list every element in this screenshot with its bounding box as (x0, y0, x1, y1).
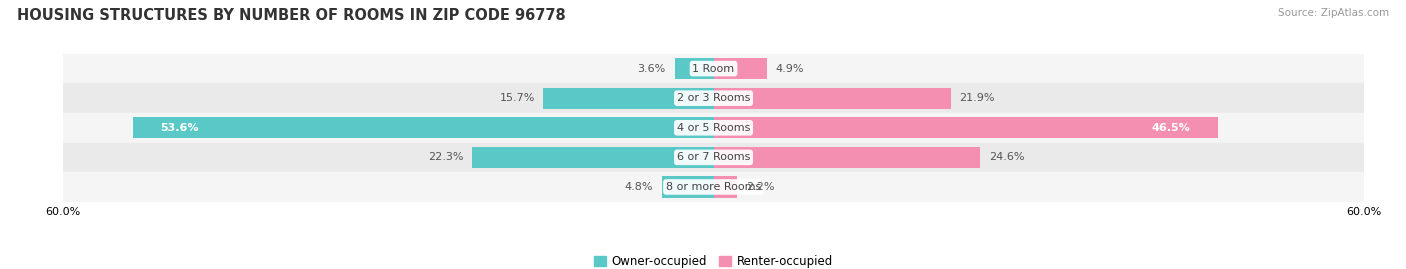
Bar (675, 58, 713, 79)
Bar (132, 117, 713, 139)
Text: 6 or 7 Rooms: 6 or 7 Rooms (676, 152, 751, 162)
Bar (713, 87, 950, 109)
Bar (63, 54, 1364, 83)
Text: 24.6%: 24.6% (988, 152, 1025, 162)
Text: 3.6%: 3.6% (637, 63, 666, 74)
Legend: Owner-occupied, Renter-occupied: Owner-occupied, Renter-occupied (589, 250, 838, 269)
Text: 4.8%: 4.8% (624, 182, 652, 192)
Bar (472, 147, 713, 168)
Text: 15.7%: 15.7% (499, 93, 534, 103)
Text: 4 or 5 Rooms: 4 or 5 Rooms (676, 123, 751, 133)
Bar (63, 113, 1364, 143)
Text: 2.2%: 2.2% (747, 182, 775, 192)
Bar (543, 87, 713, 109)
Text: 22.3%: 22.3% (427, 152, 463, 162)
Text: 8 or more Rooms: 8 or more Rooms (666, 182, 761, 192)
Text: 46.5%: 46.5% (1152, 123, 1191, 133)
Text: 2 or 3 Rooms: 2 or 3 Rooms (676, 93, 751, 103)
Text: 21.9%: 21.9% (959, 93, 995, 103)
Bar (63, 143, 1364, 172)
Bar (63, 83, 1364, 113)
Text: 1 Room: 1 Room (693, 63, 734, 74)
Text: 4.9%: 4.9% (775, 63, 804, 74)
Bar (713, 176, 737, 198)
Bar (713, 117, 1218, 139)
Text: 53.6%: 53.6% (160, 123, 198, 133)
Text: Source: ZipAtlas.com: Source: ZipAtlas.com (1278, 8, 1389, 18)
Bar (713, 58, 766, 79)
Bar (713, 147, 980, 168)
Bar (661, 176, 713, 198)
Bar (63, 172, 1364, 202)
Text: HOUSING STRUCTURES BY NUMBER OF ROOMS IN ZIP CODE 96778: HOUSING STRUCTURES BY NUMBER OF ROOMS IN… (17, 8, 565, 23)
